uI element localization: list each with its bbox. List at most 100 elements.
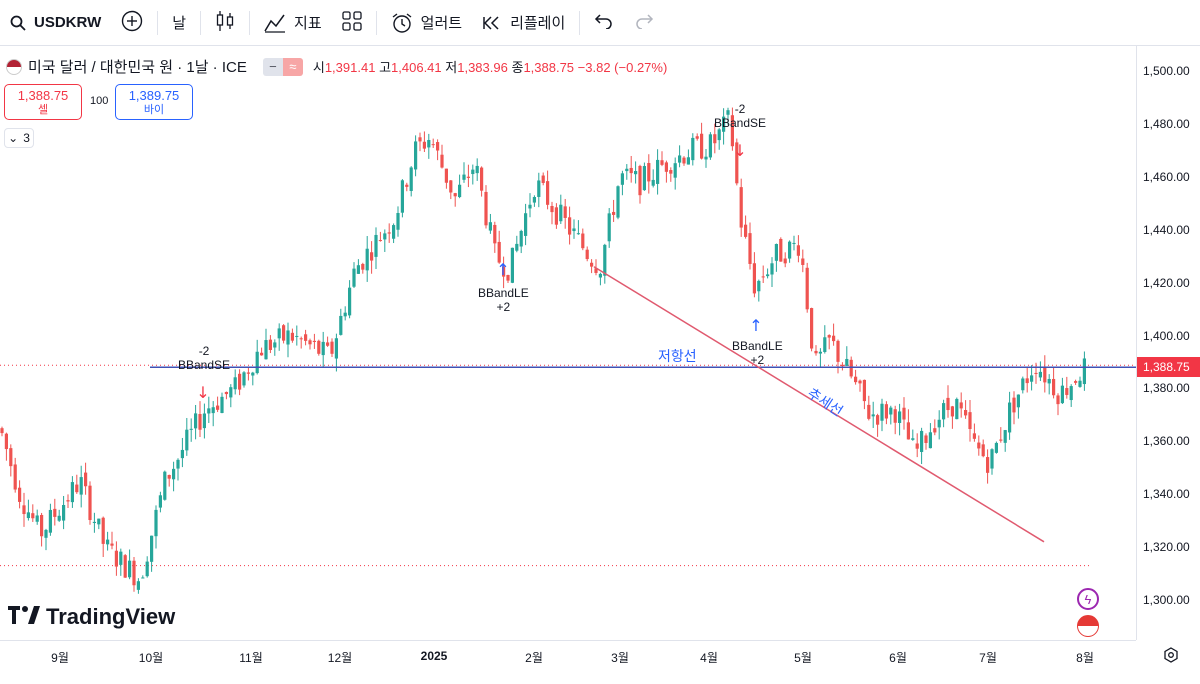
indicators-collapse-button[interactable]: ⌄ 3: [4, 128, 34, 148]
candle-body: [273, 342, 277, 348]
chart-type-button[interactable]: [205, 7, 245, 39]
candle-body: [114, 550, 118, 567]
candle-body: [576, 233, 580, 235]
lightning-icon[interactable]: ϟ: [1077, 588, 1099, 610]
layouts-button[interactable]: [332, 7, 372, 39]
candle-body: [515, 243, 519, 251]
candle-body: [418, 137, 422, 142]
candle-body: [1021, 378, 1025, 391]
candle-body: [1008, 402, 1012, 433]
wave-icon[interactable]: ≈: [282, 57, 303, 76]
chart-plot-area[interactable]: ↓ ↑ ↓ ↑: [0, 46, 1136, 640]
time-axis-tick: 2025: [420, 649, 448, 663]
candle-body: [695, 136, 699, 139]
candle-body: [950, 406, 954, 417]
candle-body: [31, 513, 35, 519]
candle-body: [35, 515, 39, 522]
buy-button[interactable]: 1,389.75 바이: [115, 84, 193, 120]
candle-body: [858, 380, 862, 384]
candle-body: [119, 551, 123, 565]
candle-body: [326, 342, 330, 346]
sell-signal-arrow: ↓: [733, 141, 746, 160]
candle-body: [110, 543, 114, 546]
candle-body: [572, 228, 576, 232]
candle-body: [735, 142, 739, 184]
candle-body: [849, 359, 853, 377]
candle-body: [383, 233, 387, 240]
rewind-icon: [482, 15, 502, 31]
candle-body: [400, 180, 404, 213]
price-axis[interactable]: 1,500.00 1,480.00 1,460.00 1,440.00 1,420.00…: [1136, 46, 1200, 640]
candle-body: [691, 137, 695, 161]
candle-body: [708, 134, 712, 158]
candle-body: [343, 312, 347, 317]
candle-body: [242, 372, 246, 386]
alerts-button[interactable]: 얼러트: [381, 7, 472, 39]
time-axis-tick: 8월: [1076, 651, 1094, 665]
candle-body: [466, 176, 470, 178]
candle-body: [717, 129, 721, 141]
indicators-icon: [264, 13, 286, 33]
resistance-label: 저항선: [658, 348, 697, 364]
add-symbol-button[interactable]: [111, 7, 153, 39]
tradingview-logo[interactable]: TradingView: [8, 604, 175, 630]
redo-button[interactable]: [624, 7, 664, 39]
candle-body: [484, 191, 488, 226]
candle-body: [84, 472, 88, 487]
candle-body: [620, 173, 624, 185]
undo-button[interactable]: [584, 7, 624, 39]
candle-body: [449, 180, 453, 193]
alarm-clock-icon: [391, 12, 413, 34]
candle-body: [233, 377, 237, 390]
time-axis-tick: 12월: [327, 651, 353, 665]
bband-se-annotation-1: -2 BBandSE: [178, 344, 230, 372]
price-axis-tick: 1,340.00: [1143, 487, 1190, 502]
time-axis[interactable]: 9월 10월 11월 12월 2025 2월 3월 4월 5월 6월 7월 8월: [0, 640, 1136, 670]
candle-body: [462, 174, 466, 180]
candle-body: [911, 438, 915, 440]
us-flag-circle-icon[interactable]: [1077, 615, 1099, 637]
change-value: −3.82 (−0.27%): [577, 60, 668, 75]
symbol-search[interactable]: USDKRW: [0, 7, 111, 39]
candle-body: [365, 248, 369, 271]
candle-body: [48, 509, 52, 533]
candle-body: [1082, 358, 1086, 385]
replay-button[interactable]: 리플레이: [472, 7, 575, 39]
chevron-down-icon: ⌄: [8, 131, 19, 145]
candle-body: [132, 560, 136, 586]
candle-body: [585, 249, 589, 260]
time-axis-tick: 10월: [138, 651, 164, 665]
candle-body: [22, 505, 26, 515]
chart-settings-button[interactable]: [1163, 647, 1179, 668]
candle-body: [766, 274, 770, 277]
candle-body: [246, 372, 250, 374]
candle-body: [506, 274, 510, 281]
legend-toggle[interactable]: − ≈: [262, 57, 303, 76]
candle-body: [356, 265, 360, 274]
hide-icon[interactable]: −: [262, 57, 283, 76]
candle-body: [185, 429, 189, 451]
candle-body: [818, 351, 822, 354]
candle-body: [730, 115, 734, 147]
candle-body: [867, 404, 871, 419]
candle-body: [158, 495, 162, 508]
interval-button[interactable]: 날: [172, 15, 187, 32]
indicators-button[interactable]: 지표: [254, 7, 332, 39]
candle-body: [893, 409, 897, 423]
candle-body: [339, 315, 343, 335]
candle-body: [387, 232, 391, 234]
candle-body: [616, 186, 620, 218]
candle-body: [1003, 430, 1007, 443]
candle-body: [981, 444, 985, 457]
candle-body: [1043, 367, 1047, 383]
annotation-label: BBandLE: [732, 339, 783, 353]
price-axis-tick: 1,480.00: [1143, 116, 1190, 131]
candle-body: [678, 155, 682, 163]
price-axis-tick: 1,420.00: [1143, 275, 1190, 290]
candle-body: [229, 387, 233, 398]
candle-body: [532, 197, 536, 203]
candle-body: [255, 351, 259, 374]
candle-body: [889, 407, 893, 415]
candle-body: [642, 166, 646, 191]
sell-button[interactable]: 1,388.75 셀: [4, 84, 82, 120]
